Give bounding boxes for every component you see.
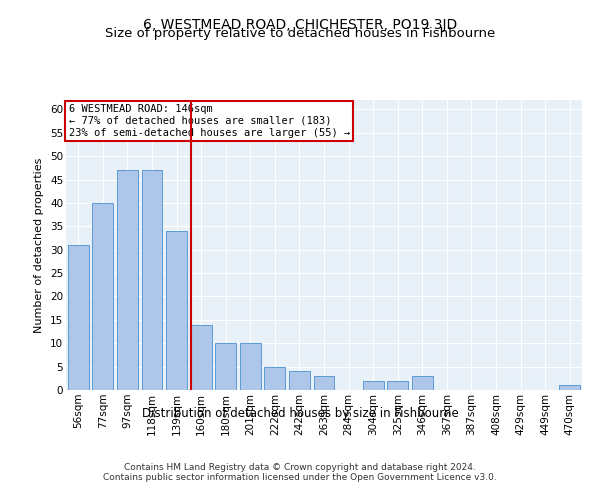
Bar bbox=[265, 366, 286, 390]
Text: 6 WESTMEAD ROAD: 146sqm
← 77% of detached houses are smaller (183)
23% of semi-d: 6 WESTMEAD ROAD: 146sqm ← 77% of detache… bbox=[68, 104, 350, 138]
Y-axis label: Number of detached properties: Number of detached properties bbox=[34, 158, 44, 332]
Text: 6, WESTMEAD ROAD, CHICHESTER, PO19 3JD: 6, WESTMEAD ROAD, CHICHESTER, PO19 3JD bbox=[143, 18, 457, 32]
Bar bbox=[166, 231, 187, 390]
Bar bbox=[559, 386, 580, 390]
Text: Distribution of detached houses by size in Fishbourne: Distribution of detached houses by size … bbox=[142, 408, 458, 420]
Bar bbox=[362, 380, 383, 390]
Bar bbox=[412, 376, 433, 390]
Bar bbox=[289, 372, 310, 390]
Bar bbox=[92, 203, 113, 390]
Bar bbox=[191, 324, 212, 390]
Bar bbox=[240, 343, 261, 390]
Text: Contains HM Land Registry data © Crown copyright and database right 2024.
Contai: Contains HM Land Registry data © Crown c… bbox=[103, 462, 497, 482]
Bar bbox=[117, 170, 138, 390]
Text: Size of property relative to detached houses in Fishbourne: Size of property relative to detached ho… bbox=[105, 28, 495, 40]
Bar bbox=[215, 343, 236, 390]
Bar bbox=[314, 376, 334, 390]
Bar bbox=[387, 380, 408, 390]
Bar bbox=[142, 170, 163, 390]
Bar bbox=[68, 245, 89, 390]
